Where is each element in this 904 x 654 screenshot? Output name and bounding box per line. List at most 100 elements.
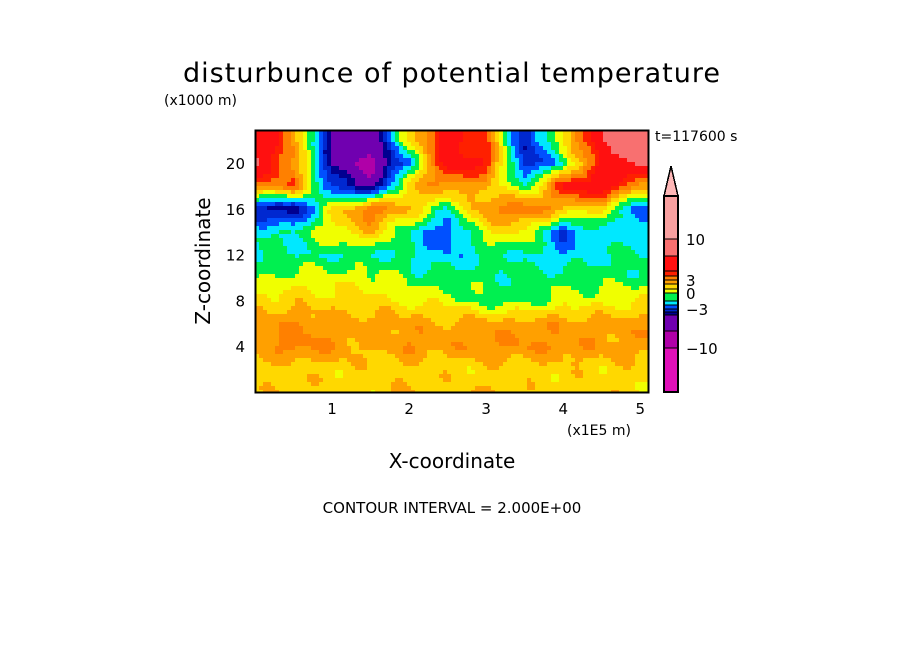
contour-cell [643,186,647,190]
contour-cell [583,286,587,290]
contour-cell [423,298,427,302]
contour-cell [279,214,283,218]
contour-cell [259,170,263,174]
contour-cell [387,138,391,142]
contour-cell [627,254,631,258]
contour-cell [327,218,331,222]
contour-cell [643,134,647,138]
contour-cell [351,182,355,186]
contour-cell [431,162,435,166]
contour-cell [475,298,479,302]
contour-cell [499,198,503,202]
contour-cell [315,310,319,314]
contour-cell [311,222,315,226]
contour-cell [455,178,459,182]
contour-cell [423,314,427,318]
contour-cell [599,162,603,166]
contour-cell [271,178,275,182]
contour-cell [423,154,427,158]
contour-cell [375,238,379,242]
contour-cell [327,258,331,262]
contour-cell [363,294,367,298]
contour-cell [467,266,471,270]
contour-cell [511,186,515,190]
contour-cell [427,318,431,322]
contour-cell [303,166,307,170]
contour-cell [287,210,291,214]
contour-cell [623,194,627,198]
contour-cell [471,134,475,138]
contour-cell [427,242,431,246]
contour-cell [535,182,539,186]
contour-cell [323,194,327,198]
contour-cell [255,150,259,154]
contour-cell [363,246,367,250]
contour-cell [443,250,447,254]
contour-cell [267,178,271,182]
contour-cell [587,306,591,310]
contour-cell [603,226,607,230]
contour-cell [523,210,527,214]
contour-cell [451,218,455,222]
contour-cell [275,278,279,282]
contour-cell [575,242,579,246]
contour-cell [527,134,531,138]
contour-cell [279,194,283,198]
contour-cell [355,186,359,190]
contour-cell [331,246,335,250]
contour-cell [467,166,471,170]
contour-cell [367,130,371,134]
contour-cell [275,186,279,190]
contour-cell [563,326,567,330]
contour-cell [591,238,595,242]
contour-cell [379,146,383,150]
contour-cell [307,206,311,210]
contour-cell [371,262,375,266]
contour-cell [531,290,535,294]
contour-cell [463,134,467,138]
contour-cell [507,158,511,162]
contour-cell [319,230,323,234]
contour-cell [547,326,551,330]
contour-cell [567,214,571,218]
contour-cell [267,190,271,194]
contour-cell [267,322,271,326]
contour-cell [303,190,307,194]
contour-cell [411,274,415,278]
contour-cell [507,294,511,298]
contour-cell [295,250,299,254]
contour-cell [287,186,291,190]
contour-cell [323,182,327,186]
contour-cell [547,270,551,274]
contour-cell [267,194,271,198]
contour-cell [255,290,259,294]
contour-cell [603,134,607,138]
contour-cell [427,178,431,182]
contour-cell [295,246,299,250]
contour-cell [543,194,547,198]
contour-cell [639,278,643,282]
contour-cell [531,214,535,218]
contour-cell [495,178,499,182]
contour-cell [323,178,327,182]
contour-cell [479,310,483,314]
contour-cell [603,290,607,294]
contour-cell [363,298,367,302]
contour-cell [631,234,635,238]
contour-cell [427,162,431,166]
contour-cell [279,166,283,170]
contour-cell [367,282,371,286]
contour-cell [415,290,419,294]
contour-cell [587,294,591,298]
contour-cell [563,230,567,234]
contour-cell [375,158,379,162]
contour-cell [403,226,407,230]
contour-cell [491,158,495,162]
contour-cell [415,326,419,330]
contour-cell [635,290,639,294]
contour-cell [263,178,267,182]
contour-cell [567,182,571,186]
contour-cell [491,326,495,330]
contour-cell [283,294,287,298]
contour-cell [351,194,355,198]
